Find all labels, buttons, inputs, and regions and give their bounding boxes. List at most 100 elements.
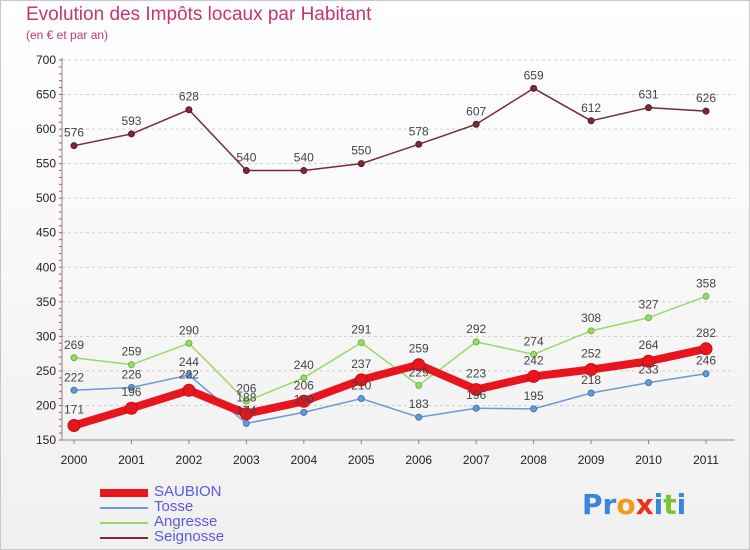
- x-axis-ticks: 2000 2001 2002 2003 2004 2005 2006 2007 2008 2009…: [61, 453, 720, 467]
- legend-swatch: [100, 522, 148, 524]
- data-label: 628: [179, 90, 199, 104]
- y-tick-label: 250: [36, 364, 56, 378]
- data-label: 242: [524, 353, 544, 367]
- data-point: [185, 106, 193, 114]
- data-point: [645, 379, 653, 387]
- data-point: [127, 130, 135, 138]
- series-lines: [67, 84, 713, 432]
- data-label: 196: [121, 385, 141, 399]
- data-point: [185, 339, 193, 347]
- y-tick-label: 500: [36, 191, 56, 205]
- data-label: 550: [351, 144, 371, 158]
- data-point: [587, 117, 595, 125]
- y-tick-label: 550: [36, 157, 56, 171]
- data-label: 196: [466, 388, 486, 402]
- series-line: [73, 372, 707, 425]
- proxiti-logo: Proxiti: [582, 488, 687, 521]
- data-label: 226: [121, 367, 141, 381]
- axes: [59, 58, 735, 444]
- x-tick-label: 2001: [118, 453, 145, 467]
- x-tick-label: 2007: [463, 453, 490, 467]
- data-label: 659: [524, 68, 544, 82]
- data-label: 282: [696, 326, 716, 340]
- data-point: [472, 338, 480, 346]
- data-point: [239, 407, 253, 421]
- legend-swatch: [100, 537, 148, 539]
- data-point: [702, 107, 710, 115]
- data-point: [702, 370, 710, 378]
- y-tick-label: 150: [36, 433, 56, 447]
- y-tick-label: 650: [36, 88, 56, 102]
- data-label: 210: [351, 379, 371, 393]
- y-tick-label: 200: [36, 398, 56, 412]
- data-label: 188: [236, 391, 256, 405]
- data-label: 576: [64, 126, 84, 140]
- y-tick-label: 450: [36, 226, 56, 240]
- data-point: [127, 361, 135, 369]
- data-point: [182, 383, 196, 397]
- data-point: [242, 419, 250, 427]
- data-label: 264: [639, 338, 659, 352]
- data-label: 290: [179, 323, 199, 337]
- data-label: 269: [64, 338, 84, 352]
- data-point: [242, 397, 250, 405]
- data-label: 626: [696, 91, 716, 105]
- data-label: 237: [351, 357, 371, 371]
- data-label: 183: [409, 397, 429, 411]
- data-label: 292: [466, 322, 486, 336]
- data-point: [300, 167, 308, 175]
- data-point: [472, 404, 480, 412]
- y-tick-label: 400: [36, 260, 56, 274]
- data-point: [645, 314, 653, 322]
- data-label: 222: [64, 370, 84, 384]
- data-label: 274: [524, 334, 544, 348]
- series-line: [73, 295, 707, 403]
- x-tick-label: 2010: [635, 453, 662, 467]
- legend-item: Tosse: [100, 499, 320, 515]
- y-axis-ticks: 150 200 250 300 350 400 450 500 550 600 650 700: [36, 53, 56, 447]
- data-point: [645, 104, 653, 112]
- data-label: 327: [639, 298, 659, 312]
- data-point: [300, 374, 308, 382]
- x-tick-label: 2009: [578, 453, 605, 467]
- data-point: [587, 327, 595, 335]
- series-line: [73, 87, 707, 172]
- legend-item: SAUBION: [100, 484, 320, 500]
- data-point: [70, 386, 78, 394]
- data-point: [357, 395, 365, 403]
- chart-title: Evolution des Impôts locaux par Habitant: [26, 4, 372, 25]
- data-point: [412, 358, 426, 372]
- data-point: [530, 84, 538, 92]
- data-point: [469, 383, 483, 397]
- data-point: [185, 371, 193, 379]
- data-label: 229: [409, 365, 429, 379]
- x-tick-label: 2000: [61, 453, 88, 467]
- legend-label: Tosse: [154, 498, 194, 515]
- data-label: 222: [179, 367, 199, 381]
- data-point: [530, 405, 538, 413]
- data-point: [242, 167, 250, 175]
- data-point: [415, 413, 423, 421]
- y-tick-label: 700: [36, 53, 56, 67]
- data-point: [415, 381, 423, 389]
- data-label: 233: [639, 363, 659, 377]
- legend-label: SAUBION: [154, 483, 222, 500]
- data-label: 206: [294, 378, 314, 392]
- x-tick-label: 2003: [233, 453, 260, 467]
- data-label: 218: [581, 373, 601, 387]
- data-label: 174: [236, 403, 256, 417]
- data-point: [642, 354, 656, 368]
- data-point: [70, 354, 78, 362]
- data-label: 540: [294, 151, 314, 165]
- data-label: 291: [351, 323, 371, 337]
- x-tick-label: 2008: [520, 453, 547, 467]
- data-label: 223: [466, 367, 486, 381]
- data-point: [699, 342, 713, 356]
- data-point: [527, 369, 541, 383]
- data-point: [127, 383, 135, 391]
- data-point: [357, 160, 365, 168]
- data-point: [472, 120, 480, 128]
- data-point: [702, 292, 710, 300]
- x-tick-label: 2006: [405, 453, 432, 467]
